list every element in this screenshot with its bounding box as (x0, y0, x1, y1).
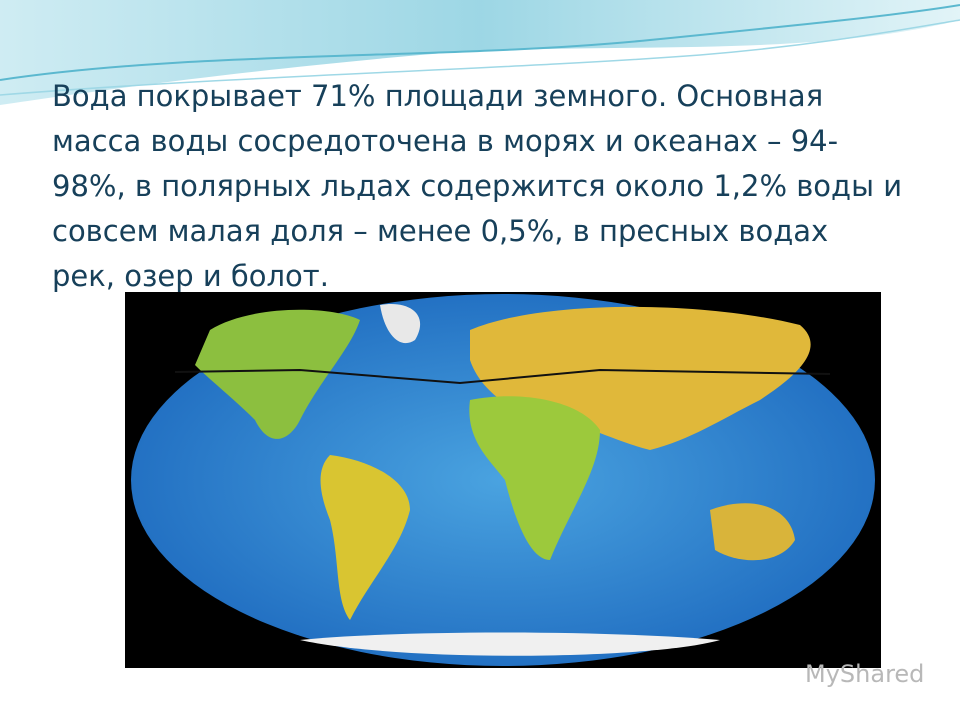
text-line: рек, озер и болот. (52, 259, 329, 293)
text-line: Вода покрывает 71% площади земного. Осно… (52, 79, 824, 113)
watermark: MyShared (805, 660, 925, 688)
text-line: масса воды сосредоточена в морях и океан… (52, 124, 839, 158)
body-text: Вода покрывает 71% площади земного. Осно… (52, 74, 912, 299)
text-line: 98%, в полярных льдах содержится около 1… (52, 169, 903, 203)
text-line: совсем малая доля – менее 0,5%, в пресны… (52, 214, 829, 248)
